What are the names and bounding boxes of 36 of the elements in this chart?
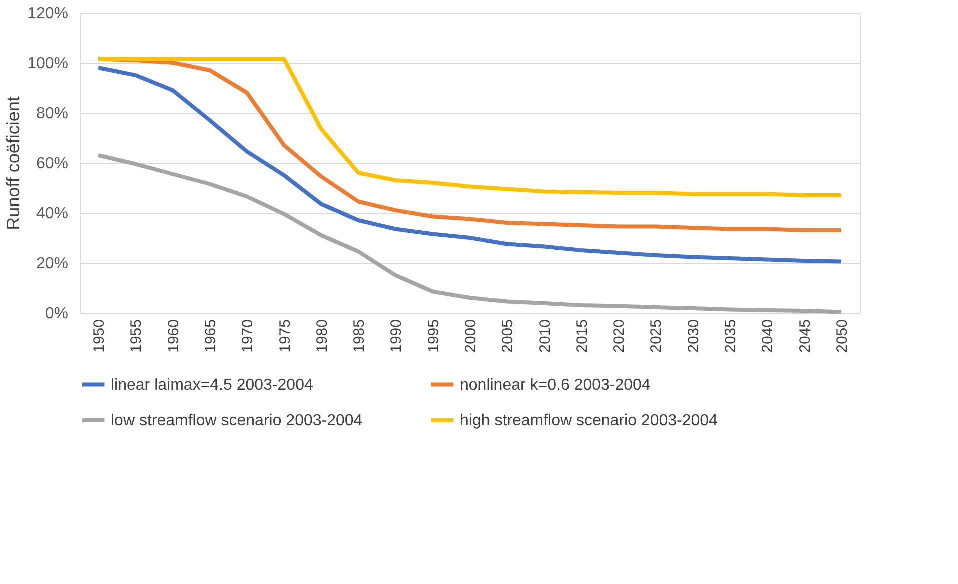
line-series bbox=[96, 57, 844, 198]
x-tick-label: 1985 bbox=[351, 320, 368, 353]
x-tick-label: 2010 bbox=[536, 320, 554, 353]
y-tick-label: 100% bbox=[28, 56, 68, 72]
x-tick-label: 2020 bbox=[611, 320, 628, 353]
x-tick-label: 1975 bbox=[276, 320, 294, 353]
y-tick-label: 20% bbox=[36, 256, 68, 272]
x-tick-label: 2045 bbox=[796, 320, 814, 353]
legend-label: low streamflow scenario 2003-2004 bbox=[111, 412, 363, 430]
y-tick-label: 40% bbox=[36, 206, 68, 222]
x-tick-label: 1990 bbox=[388, 320, 406, 353]
y-axis-title: Runoff coëficient bbox=[4, 96, 24, 230]
x-tick-label: 1995 bbox=[425, 320, 442, 353]
line-series bbox=[96, 154, 844, 314]
y-tick-label: 120% bbox=[28, 6, 68, 22]
x-tick-label: 2025 bbox=[648, 320, 666, 353]
x-tick-label: 1955 bbox=[128, 320, 146, 353]
x-tick-label: 2015 bbox=[574, 320, 591, 353]
legend-label: linear laimax=4.5 2003-2004 bbox=[111, 376, 314, 394]
x-tick-label: 1965 bbox=[202, 320, 220, 353]
x-tick-label: 2030 bbox=[685, 320, 702, 353]
x-tick-label: 2000 bbox=[462, 320, 480, 353]
y-tick-label: 60% bbox=[36, 156, 68, 172]
x-tick-label: 1970 bbox=[240, 320, 257, 353]
x-tick-label: 1950 bbox=[91, 320, 108, 353]
legend-label: nonlinear k=0.6 2003-2004 bbox=[460, 376, 651, 394]
x-tick-label: 1960 bbox=[165, 320, 182, 353]
x-tick-label: 2035 bbox=[722, 320, 740, 353]
legend-label: high streamflow scenario 2003-2004 bbox=[460, 412, 718, 430]
x-tick-label: 2040 bbox=[760, 320, 777, 353]
line-series bbox=[96, 66, 844, 264]
x-tick-label: 1980 bbox=[314, 320, 331, 353]
y-tick-label: 80% bbox=[36, 106, 68, 122]
x-tick-label: 2005 bbox=[500, 320, 517, 353]
y-tick-label: 0% bbox=[45, 306, 68, 322]
x-tick-label: 2050 bbox=[834, 320, 851, 353]
